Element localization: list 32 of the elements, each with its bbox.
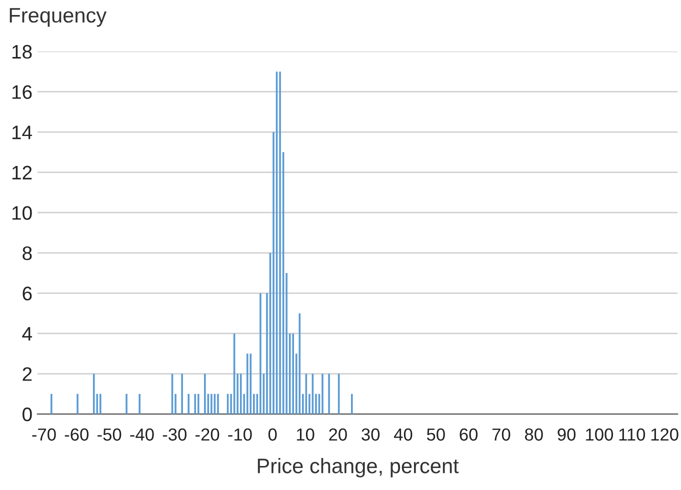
y-tick-label: 8 (22, 246, 32, 260)
x-tick-label: 110 (619, 428, 646, 441)
x-axis-title: Price change, percent (258, 458, 459, 478)
y-tick-label: 10 (12, 206, 32, 220)
x-tick-label: 80 (524, 428, 543, 441)
y-tick-label: 16 (12, 85, 32, 99)
y-axis-title: Frequency (10, 8, 107, 27)
y-tick-label: 18 (12, 44, 32, 59)
y-tick-label: 4 (22, 327, 32, 341)
y-tick-label: 2 (22, 367, 32, 381)
x-tick-label: 50 (426, 428, 445, 441)
y-tick-label: 12 (12, 166, 32, 180)
y-tick-label: 0 (22, 408, 32, 422)
x-tick-label: -70 (32, 428, 56, 441)
x-tick-label: -10 (228, 428, 252, 441)
x-tick-label: 30 (362, 428, 380, 441)
x-tick-label: 40 (394, 428, 412, 441)
x-tick-label: 90 (558, 428, 576, 441)
y-tick-label: 6 (22, 286, 32, 300)
x-tick-label: -60 (64, 428, 89, 441)
x-tick-label: -30 (162, 428, 186, 441)
x-tick-label: -20 (196, 428, 220, 441)
x-tick-label: -50 (98, 428, 122, 441)
x-tick-label: 60 (460, 428, 478, 441)
x-tick-label: -40 (130, 428, 154, 441)
x-tick-label: 10 (296, 428, 314, 441)
y-tick-label: 14 (12, 126, 32, 140)
x-tick-label: 120 (651, 428, 678, 441)
x-tick-label: 20 (329, 428, 347, 441)
x-tick-label: 70 (492, 428, 510, 441)
x-tick-label: 100 (586, 428, 614, 441)
x-tick-label: 0 (268, 428, 277, 441)
